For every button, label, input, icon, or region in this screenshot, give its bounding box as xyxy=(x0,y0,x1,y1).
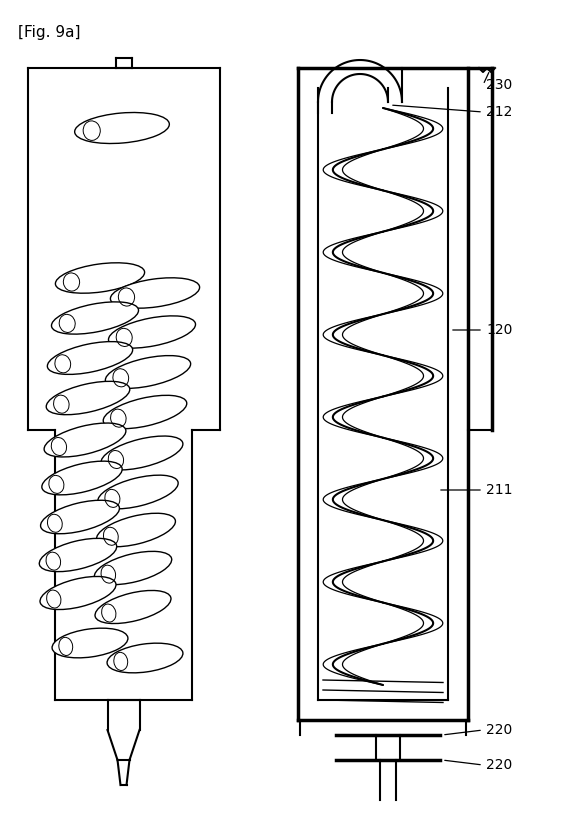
Ellipse shape xyxy=(97,513,176,547)
Ellipse shape xyxy=(110,278,200,308)
Ellipse shape xyxy=(46,381,130,414)
Ellipse shape xyxy=(42,461,122,495)
Ellipse shape xyxy=(105,355,191,389)
Ellipse shape xyxy=(107,643,183,673)
Ellipse shape xyxy=(41,500,119,534)
Ellipse shape xyxy=(51,302,138,334)
Text: 212: 212 xyxy=(486,105,512,119)
Ellipse shape xyxy=(47,342,133,374)
Ellipse shape xyxy=(55,263,145,293)
Ellipse shape xyxy=(75,112,169,143)
Ellipse shape xyxy=(94,552,172,585)
Ellipse shape xyxy=(103,395,187,428)
Text: [Fig. 9a]: [Fig. 9a] xyxy=(18,25,81,40)
Text: 120: 120 xyxy=(486,323,512,337)
Text: 220: 220 xyxy=(486,758,512,772)
Text: 230: 230 xyxy=(486,78,512,92)
Text: 211: 211 xyxy=(486,483,512,497)
Ellipse shape xyxy=(95,591,171,623)
Ellipse shape xyxy=(44,423,126,457)
Ellipse shape xyxy=(109,316,195,348)
Ellipse shape xyxy=(39,538,117,572)
Ellipse shape xyxy=(52,628,128,658)
Ellipse shape xyxy=(101,436,183,470)
Ellipse shape xyxy=(40,577,116,610)
Text: 220: 220 xyxy=(486,723,512,737)
Ellipse shape xyxy=(98,475,178,509)
